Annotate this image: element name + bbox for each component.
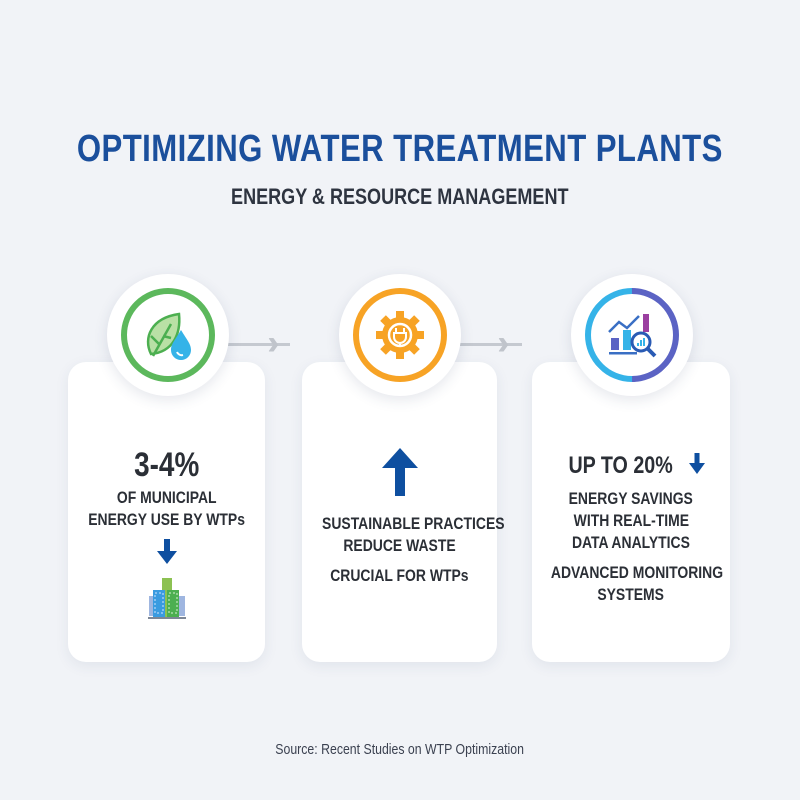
page-subtitle: ENERGY & RESOURCE MANAGEMENT xyxy=(231,184,569,209)
stat-value: UP TO 20% xyxy=(532,452,730,480)
connector-line xyxy=(460,343,522,346)
icon-badge-sustainability xyxy=(107,274,229,396)
card-energy-use: 3-4% OF MUNICIPAL ENERGY USE BY WTPs xyxy=(68,362,265,662)
connector-line xyxy=(228,343,290,346)
leaf-water-drop-icon xyxy=(146,312,191,360)
analytics-magnifier-icon xyxy=(608,314,657,358)
icon-badge-analytics xyxy=(565,268,699,402)
stat-value: 3-4% xyxy=(133,446,200,484)
card-text: ENERGY SAVINGS WITH REAL-TIME DATA ANALY… xyxy=(550,489,724,604)
card-data-analytics: UP TO 20% ENERGY SAVINGS WITH REAL-TIME … xyxy=(532,362,730,662)
city-buildings-icon xyxy=(147,578,186,619)
source-note: Source: Recent Studies on WTP Optimizati… xyxy=(275,741,525,758)
card-text: SUSTAINABLE PRACTICES REDUCE WASTE CRUCI… xyxy=(322,514,505,585)
icon-badge-energy xyxy=(339,274,461,396)
card-text: OF MUNICIPAL ENERGY USE BY WTPs xyxy=(88,488,245,529)
down-arrow-icon xyxy=(156,539,177,564)
down-arrow-icon xyxy=(688,453,705,474)
up-arrow-icon xyxy=(381,448,418,496)
gear-plug-icon xyxy=(376,311,424,359)
page-title: OPTIMIZING WATER TREATMENT PLANTS xyxy=(77,128,723,170)
card-sustainable-practices: SUSTAINABLE PRACTICES REDUCE WASTE CRUCI… xyxy=(302,362,505,662)
